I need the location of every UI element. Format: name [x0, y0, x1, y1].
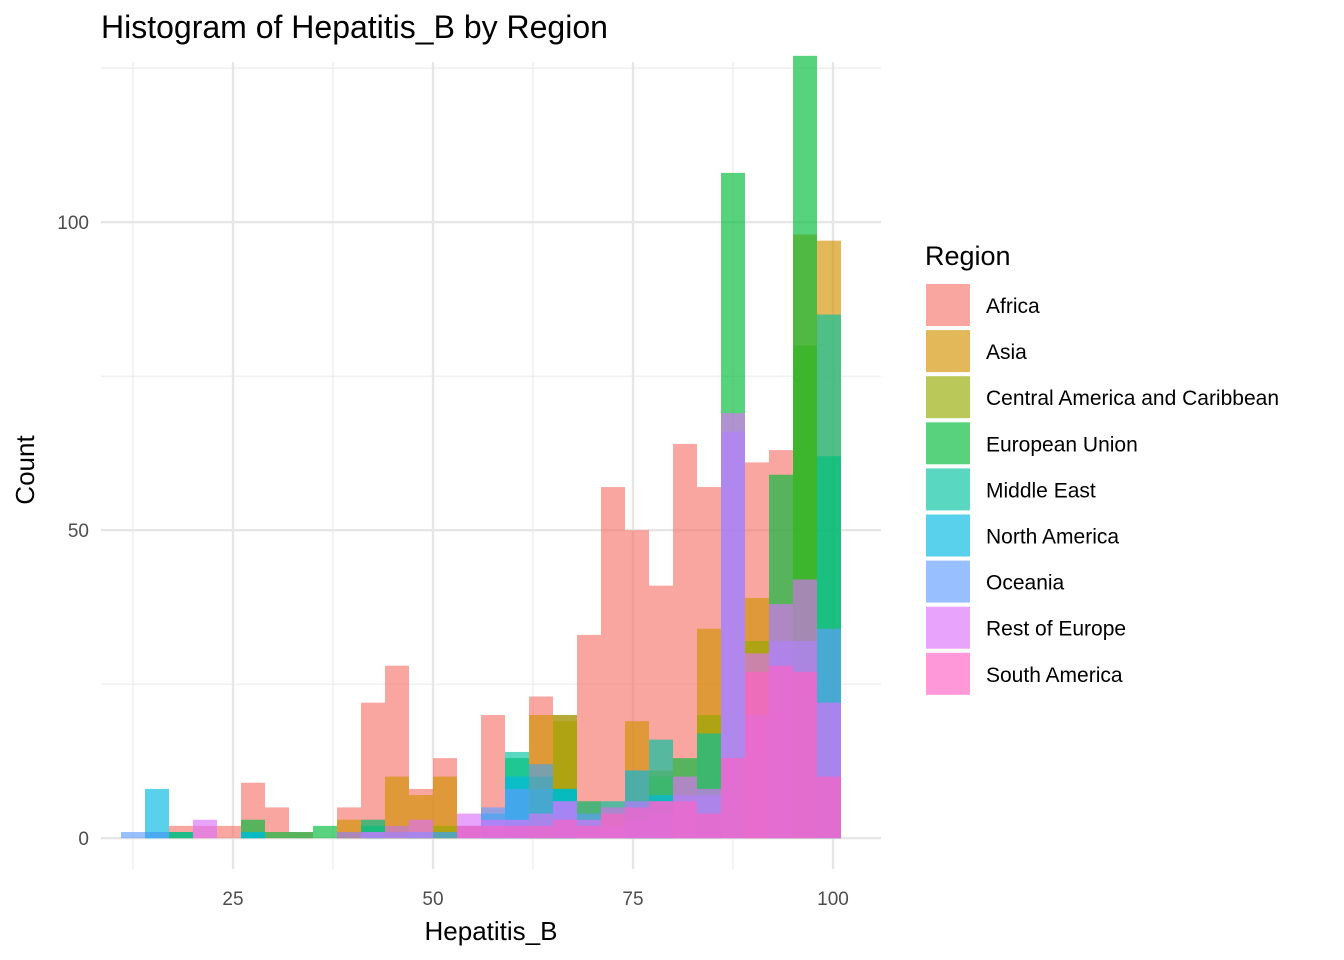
x-tick-label: 100 [817, 889, 849, 910]
bar-africa [217, 825, 241, 839]
legend-swatch-south-america [926, 652, 970, 695]
bar-oceania [433, 832, 457, 839]
bar-south-america [601, 813, 625, 839]
bar-south-america [793, 671, 817, 839]
bar-south-america [721, 758, 745, 839]
legend-swatch-asia [926, 330, 970, 373]
bar-south-america [457, 825, 481, 839]
bar-rest-of-europe [193, 819, 217, 839]
bar-africa [601, 487, 625, 839]
x-tick-label: 50 [422, 889, 443, 910]
bar-rest-of-europe [409, 819, 433, 839]
y-axis-title: Count [10, 435, 40, 505]
bar-middle-east [169, 832, 193, 839]
legend-title: Region [925, 241, 1011, 271]
legend-swatch-middle-east [926, 468, 970, 511]
legend-swatch-north-america [926, 514, 970, 557]
bar-south-america [649, 801, 673, 839]
bar-south-america [769, 665, 793, 839]
x-axis-title: Hepatitis_B [425, 916, 558, 946]
x-tick-label: 75 [622, 889, 643, 910]
bar-south-america [529, 825, 553, 839]
bar-oceania [145, 832, 169, 839]
legend-label-south-america: South America [986, 664, 1123, 687]
legend-swatch-european-union [926, 422, 970, 465]
bar-south-america [481, 825, 505, 839]
bar-oceania [121, 832, 145, 839]
legend-label-european-union: European Union [986, 433, 1138, 456]
bar-european-union [265, 832, 289, 839]
legend: Region Africa Asia Central America and Car… [925, 241, 1279, 695]
legend-swatch-central-america-and-caribbean [926, 376, 970, 419]
legend-label-africa: Africa [986, 295, 1040, 318]
legend-label-asia: Asia [986, 341, 1027, 364]
legend-label-rest-of-europe: Rest of Europe [986, 618, 1126, 641]
y-tick-label: 0 [78, 829, 89, 850]
y-axis-tick-labels: 0 50 100 [57, 213, 89, 850]
bar-south-america [745, 671, 769, 839]
bar-european-union [313, 825, 337, 839]
chart-title: Histogram of Hepatitis_B by Region [101, 9, 608, 45]
bar-south-america [577, 825, 601, 839]
y-tick-label: 100 [57, 213, 89, 234]
legend-swatch-rest-of-europe [926, 606, 970, 649]
bar-south-america [817, 776, 841, 839]
x-tick-label: 25 [222, 889, 243, 910]
bar-rest-of-europe [385, 825, 409, 839]
bar-rest-of-europe [337, 832, 361, 839]
x-axis-tick-labels: 25 50 75 100 [222, 889, 848, 910]
bar-south-america [697, 813, 721, 839]
bar-north-america [145, 788, 169, 839]
legend-label-north-america: North America [986, 526, 1119, 549]
bar-european-union [289, 832, 313, 839]
bar-south-america [625, 807, 649, 839]
legend-label-middle-east: Middle East [986, 479, 1096, 502]
bar-south-america [505, 825, 529, 839]
legend-swatch-oceania [926, 560, 970, 603]
bar-south-america [673, 801, 697, 839]
bar-south-america [553, 819, 577, 839]
bar-rest-of-europe [361, 832, 385, 839]
legend-label-oceania: Oceania [986, 572, 1065, 595]
bar-africa [361, 702, 385, 839]
legend-label-central-america-and-caribbean: Central America and Caribbean [986, 387, 1279, 410]
y-tick-label: 50 [68, 521, 89, 542]
histogram-bars [121, 55, 841, 839]
bar-north-america [241, 832, 265, 839]
legend-swatch-africa [926, 284, 970, 326]
